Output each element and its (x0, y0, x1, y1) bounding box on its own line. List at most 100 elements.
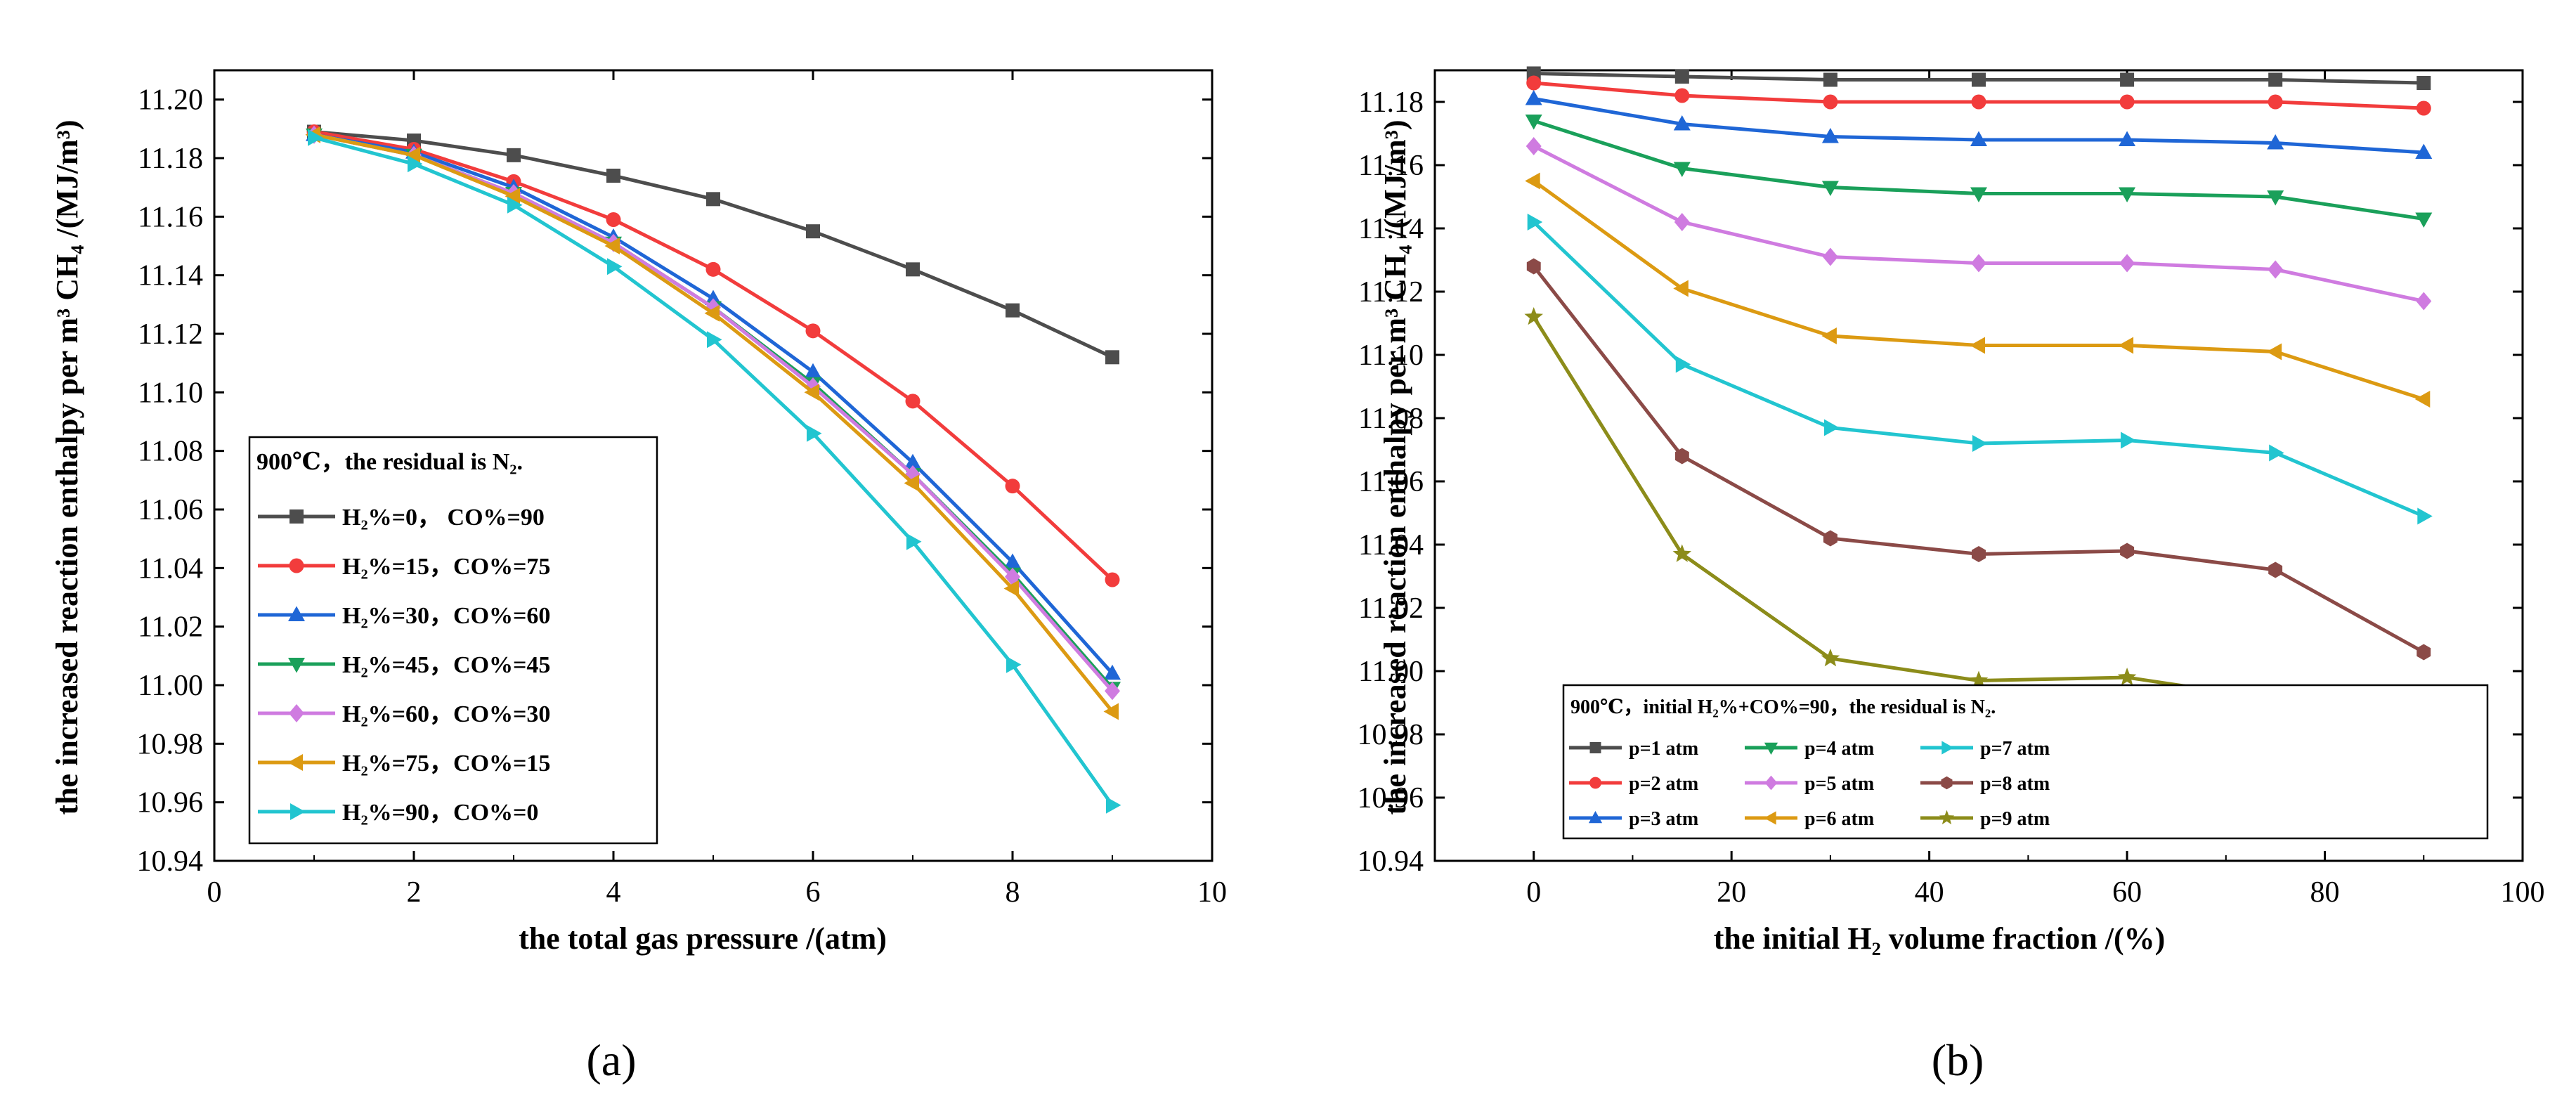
y-tick-label: 11.06 (138, 494, 203, 526)
legend-swatch-marker (1588, 811, 1603, 824)
data-point (2119, 94, 2135, 110)
panel-label-b: (b) (1932, 1035, 1984, 1085)
data-point (1524, 307, 1543, 325)
data-point (704, 304, 720, 322)
x-tick-label: 6 (806, 876, 821, 909)
legend: 900℃，the residual is N₂. H₂%=0， CO%=90 H₂%… (248, 436, 658, 845)
y-tick-label: 11.04 (138, 552, 203, 585)
series-2 (1526, 75, 2431, 116)
data-point (905, 394, 921, 409)
legend-box (248, 436, 658, 845)
x-tick-label: 8 (1006, 876, 1020, 909)
y-tick-label: 11.02 (1358, 592, 1424, 625)
data-point (1822, 247, 1838, 266)
series-8 (1526, 258, 2431, 661)
chart-panel-a: 0 2 4 6 8 10 10.94 10.96 10.98 11.00 11.02 11.04 11.… (50, 69, 1227, 956)
x-tick-label: 40 (1915, 876, 1944, 909)
legend-entry-label: p=2 atm (1629, 773, 1698, 795)
data-point (706, 192, 720, 207)
data-point (2119, 131, 2136, 146)
data-point (1527, 214, 1543, 230)
y-tick-label: 10.94 (1358, 845, 1424, 878)
data-point (1675, 356, 1691, 373)
legend-swatch-marker (287, 754, 303, 771)
legend: 900℃，initial H₂%+CO%=90，the residual is … (1562, 684, 2489, 840)
data-point (408, 155, 423, 173)
plot-frame (1433, 69, 2524, 862)
legend-entry-label: H₂%=45，CO%=45 (342, 652, 550, 678)
data-point (2267, 134, 2284, 150)
data-point (1972, 435, 1988, 452)
data-point (2267, 190, 2284, 206)
data-point (2119, 187, 2136, 202)
y-axis-label: the increased reaction enthalpy per m³ C… (1378, 119, 1412, 814)
data-point (1673, 115, 1691, 131)
legend-entry-label: p=7 atm (1980, 738, 2050, 760)
y-tick-label: 11.08 (138, 436, 203, 468)
data-point (2415, 143, 2433, 159)
legend-entry-label: p=3 atm (1629, 808, 1698, 830)
data-point (1672, 544, 1692, 562)
data-point (806, 224, 820, 239)
x-tick-label: 4 (606, 876, 621, 909)
data-point (705, 261, 721, 277)
x-tick-label: 60 (2112, 876, 2142, 909)
data-point (606, 169, 620, 183)
series-5 (1526, 137, 2432, 311)
legend-swatch-marker (1939, 810, 1955, 825)
y-tick-label: 11.00 (1358, 656, 1424, 688)
data-point (1105, 350, 1119, 365)
data-point (2118, 337, 2134, 354)
legend-entry-label: H₂%=15，CO%=75 (342, 554, 550, 580)
y-tick-label: 11.14 (1358, 213, 1424, 245)
y-tick-label: 11.06 (1358, 466, 1424, 498)
data-point (2117, 668, 2137, 686)
data-point (1104, 664, 1121, 680)
data-point (1525, 90, 1542, 105)
series-6 (305, 126, 1119, 720)
legend-entry-label: H₂%=75，CO%=15 (342, 751, 550, 777)
data-point (1823, 530, 1837, 547)
legend-swatch-marker (1941, 776, 1953, 790)
data-point (1972, 546, 1986, 562)
data-point (1674, 213, 1690, 231)
data-point (1673, 280, 1689, 297)
legend-entry-label: H₂%=90，CO%=0 (342, 800, 538, 826)
y-tick-label: 11.04 (1358, 529, 1424, 561)
data-point (2269, 444, 2284, 462)
data-point (1004, 553, 1021, 569)
legend-swatch-marker (1589, 742, 1601, 753)
data-point (1971, 94, 1986, 110)
legend-swatch-marker (290, 509, 304, 524)
data-point (707, 331, 722, 349)
data-point (1105, 572, 1120, 587)
legend-swatch-marker (288, 606, 305, 621)
y-tick-label: 11.12 (1358, 276, 1424, 309)
data-point (1823, 94, 1838, 110)
legend-title: 900℃，initial H₂%+CO%=90，the residual is … (1570, 696, 1996, 718)
data-point (906, 262, 920, 277)
data-point (507, 196, 523, 214)
data-point (1674, 448, 1689, 465)
data-point (906, 533, 922, 550)
data-point (1970, 131, 1987, 146)
x-tick-label: 80 (2310, 876, 2340, 909)
data-point (1005, 479, 1020, 494)
legend-swatch-marker (289, 558, 304, 573)
data-point (1971, 254, 1986, 273)
data-point (308, 129, 323, 146)
data-point (505, 188, 520, 205)
data-point (1823, 72, 1837, 87)
data-point (1970, 337, 1985, 354)
data-point (1003, 580, 1019, 597)
data-point (1103, 703, 1119, 720)
series-6 (1525, 172, 2431, 408)
y-axis-label: the increased reaction enthalpy per m³ C… (50, 119, 84, 814)
legend-title: 900℃，the residual is N₂. (256, 449, 523, 475)
legend-entry-label: p=8 atm (1980, 773, 2050, 795)
legend-entry-label: p=4 atm (1804, 738, 1874, 760)
data-point (1821, 181, 1839, 196)
data-point (2120, 72, 2135, 87)
series-7 (308, 129, 1121, 814)
